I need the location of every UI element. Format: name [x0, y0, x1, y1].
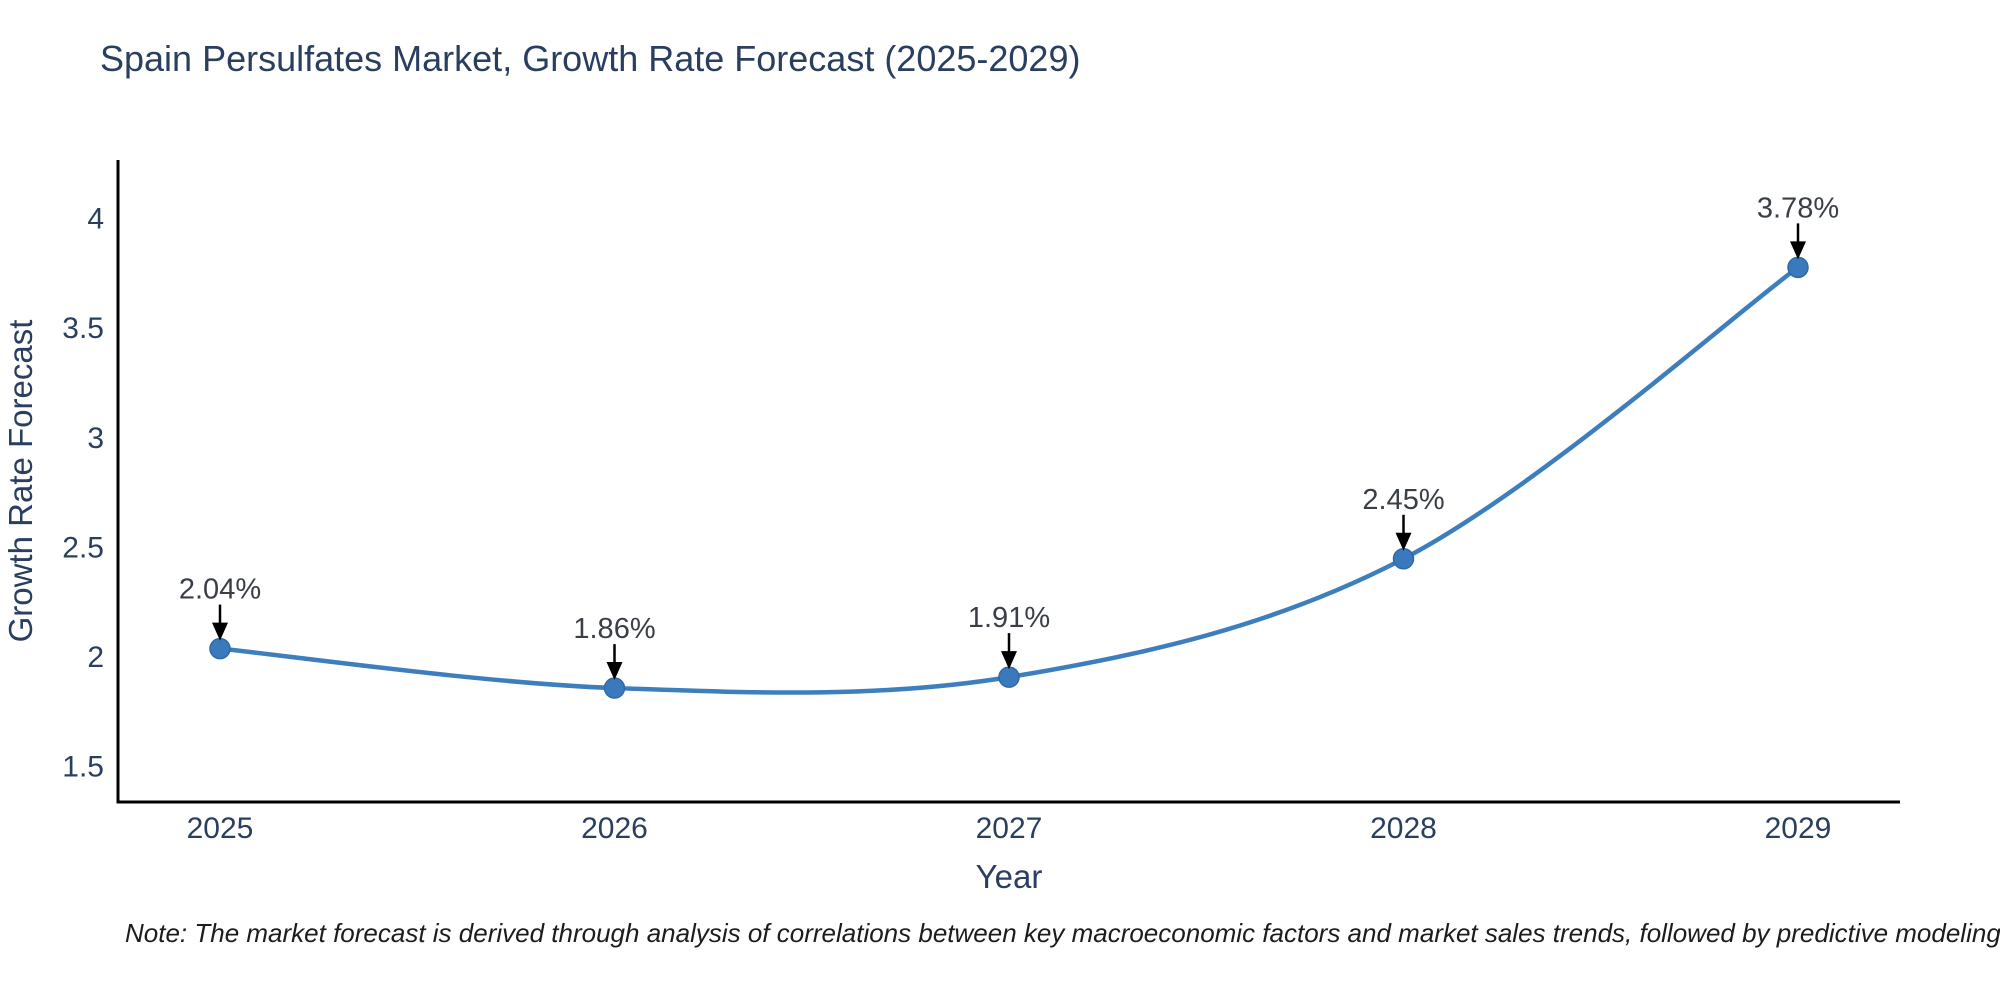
- y-tick-label: 2.5: [62, 531, 104, 564]
- y-tick-label: 4: [87, 203, 104, 236]
- data-point: [998, 666, 1020, 688]
- footnote: Note: The market forecast is derived thr…: [125, 918, 2000, 948]
- x-tick-label: 2029: [1765, 812, 1832, 845]
- y-axis-title: Growth Rate Forecast: [2, 320, 39, 643]
- data-point: [1787, 256, 1809, 279]
- y-tick-label: 3.5: [62, 312, 104, 345]
- annotation-arrowhead-icon: [212, 622, 228, 641]
- data-point: [603, 677, 626, 699]
- y-tick-label: 2: [87, 641, 104, 674]
- x-tick-label: 2025: [187, 812, 254, 845]
- chart-title: Spain Persulfates Market, Growth Rate Fo…: [100, 38, 1081, 79]
- x-tick-label: 2028: [1370, 812, 1437, 845]
- data-point-label: 1.91%: [968, 602, 1050, 634]
- y-tick-label: 3: [87, 422, 104, 455]
- annotation-arrowhead-icon: [606, 662, 623, 681]
- data-point: [1392, 548, 1415, 570]
- y-tick-label: 1.5: [62, 750, 104, 783]
- annotation-arrowhead-icon: [1395, 532, 1412, 551]
- data-point-label: 1.86%: [573, 613, 655, 645]
- x-tick-label: 2027: [976, 812, 1043, 845]
- annotation-arrowhead-icon: [1790, 241, 1806, 260]
- data-point-label: 3.78%: [1757, 192, 1839, 224]
- x-tick-label: 2026: [581, 812, 648, 845]
- trend-line: [217, 265, 1801, 695]
- data-point: [209, 637, 231, 660]
- annotation-arrowhead-icon: [1001, 651, 1017, 670]
- x-axis-title: Year: [976, 858, 1043, 895]
- data-point-label: 2.45%: [1362, 484, 1444, 516]
- data-point-label: 2.04%: [179, 574, 261, 606]
